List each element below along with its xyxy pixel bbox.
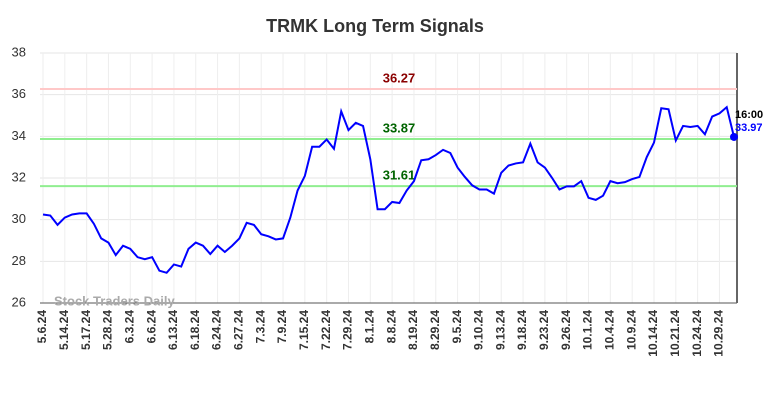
y-tick-label: 38: [12, 44, 26, 59]
watermark: Stock Traders Daily: [54, 293, 175, 308]
price-line: [42, 105, 735, 274]
x-tick-label: 7.29.24: [341, 310, 355, 350]
last-point: [730, 132, 738, 141]
x-tick-label: 7.3.24: [253, 310, 267, 344]
reference-label: 33.87: [383, 120, 416, 135]
x-tick-label: 5.28.24: [101, 310, 115, 350]
x-tick-label: 7.22.24: [319, 310, 333, 350]
y-tick-label: 28: [12, 253, 26, 268]
x-tick-label: 5.17.24: [79, 310, 93, 350]
x-tick-label: 10.14.24: [646, 310, 660, 357]
x-tick-label: 6.6.24: [144, 310, 158, 344]
x-tick-label: 10.9.24: [624, 310, 638, 350]
x-tick-label: 8.8.24: [384, 310, 398, 344]
x-tick-label: 5.14.24: [57, 310, 71, 350]
y-tick-label: 34: [12, 128, 26, 143]
x-tick-label: 7.15.24: [297, 310, 311, 350]
x-tick-label: 6.27.24: [232, 310, 246, 350]
x-tick-label: 10.24.24: [690, 310, 704, 357]
last-time-label: 16:00: [735, 109, 763, 121]
x-tick-label: 9.18.24: [515, 310, 529, 350]
x-tick-label: 10.4.24: [603, 310, 617, 350]
chart-title: TRMK Long Term Signals: [266, 16, 484, 36]
x-tick-label: 6.18.24: [188, 310, 202, 350]
x-tick-label: 9.13.24: [493, 310, 507, 350]
y-tick-label: 32: [12, 169, 26, 184]
last-value-label: 33.97: [735, 122, 763, 134]
x-tick-label: 10.1.24: [581, 310, 595, 350]
x-tick-label: 6.3.24: [122, 310, 136, 344]
x-tick-label: 8.29.24: [428, 310, 442, 350]
y-tick-label: 26: [12, 294, 26, 309]
x-tick-label: 10.21.24: [668, 310, 682, 357]
reference-label: 36.27: [383, 70, 416, 85]
x-tick-label: 6.24.24: [210, 310, 224, 350]
x-tick-label: 8.19.24: [406, 310, 420, 350]
x-tick-label: 6.13.24: [166, 310, 180, 350]
reference-label: 31.61: [383, 168, 416, 183]
x-tick-label: 5.6.24: [35, 310, 49, 344]
x-tick-label: 9.10.24: [472, 310, 486, 350]
y-tick-label: 36: [12, 86, 26, 101]
y-tick-label: 30: [12, 211, 26, 226]
x-tick-label: 9.23.24: [537, 310, 551, 350]
x-tick-label: 9.26.24: [559, 310, 573, 350]
x-tick-label: 8.1.24: [362, 310, 376, 344]
x-tick-label: 7.9.24: [275, 310, 289, 344]
x-tick-label: 10.29.24: [712, 310, 726, 357]
x-tick-label: 9.5.24: [450, 310, 464, 344]
